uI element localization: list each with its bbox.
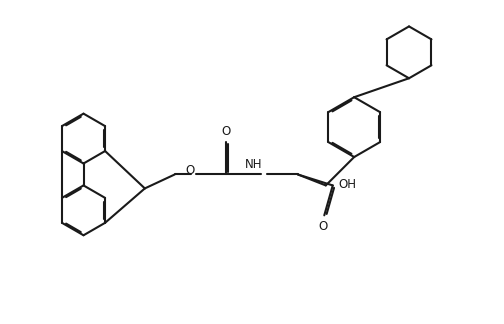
Text: OH: OH [339, 178, 357, 191]
Text: O: O [185, 164, 195, 177]
Text: O: O [319, 220, 328, 233]
Text: NH: NH [245, 158, 263, 171]
Text: O: O [221, 124, 231, 138]
